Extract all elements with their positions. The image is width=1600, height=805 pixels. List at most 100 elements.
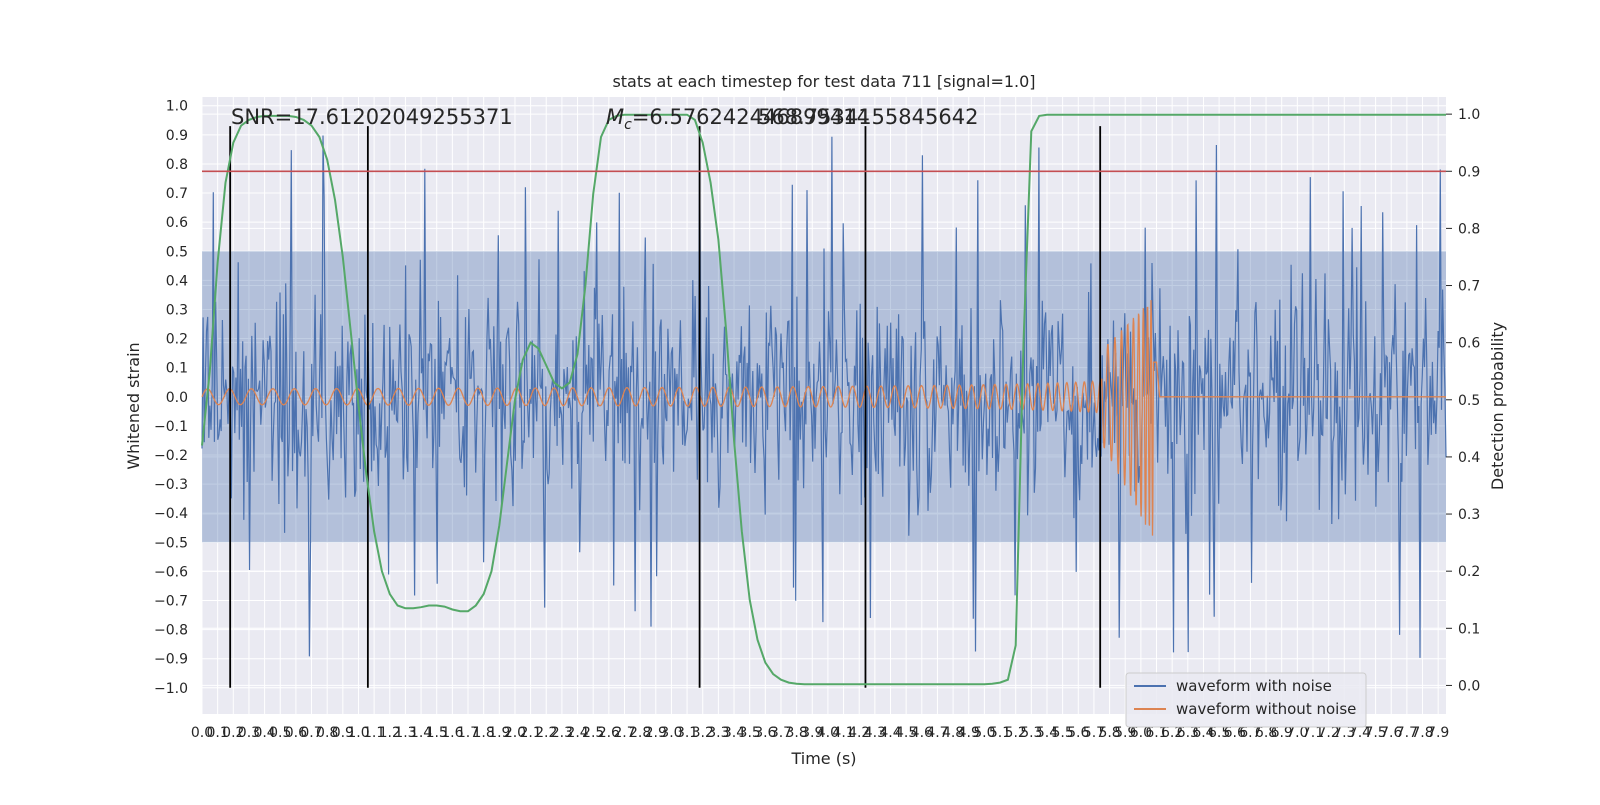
x-tick-label: 5.6 xyxy=(1067,725,1089,741)
x-tick-label: 0.3 xyxy=(238,725,260,741)
x-tick-label: 4.9 xyxy=(958,725,980,741)
x-tick-label: 6.4 xyxy=(1192,725,1214,741)
x-tick-label: 3.2 xyxy=(692,725,714,741)
y-axis-label-right: Detection probability xyxy=(1488,322,1507,490)
x-tick-label: 3.7 xyxy=(770,725,792,741)
y-tick-label-left: 0.0 xyxy=(166,390,188,406)
x-tick-label: 5.2 xyxy=(1005,725,1027,741)
x-tick-label: 2.8 xyxy=(629,725,651,741)
x-tick-label: 3.1 xyxy=(676,725,698,741)
y-tick-label-left: −1.0 xyxy=(154,681,188,697)
legend-label-noise: waveform with noise xyxy=(1176,677,1332,695)
mc-subscript: c xyxy=(624,117,632,133)
x-tick-label: 7.5 xyxy=(1364,725,1386,741)
probability-trace xyxy=(201,113,1446,686)
x-tick-label: 6.8 xyxy=(1255,725,1277,741)
x-tick-label: 0.5 xyxy=(269,725,291,741)
x-tick-label: 4.1 xyxy=(832,725,854,741)
x-tick-label: 1.4 xyxy=(410,725,432,741)
x-tick-label: 6.0 xyxy=(1130,725,1152,741)
x-tick-label: 1.2 xyxy=(379,725,401,741)
y-tick-label-left: 0.3 xyxy=(166,302,188,318)
x-tick-label: 7.7 xyxy=(1396,725,1418,741)
y-tick-label-left: −0.1 xyxy=(154,419,188,435)
x-tick-label: 2.2 xyxy=(535,725,557,741)
chart-title: stats at each timestep for test data 711… xyxy=(612,72,1035,91)
y-tick-label-right: 0.5 xyxy=(1458,393,1480,409)
x-tick-label: 4.8 xyxy=(942,725,964,741)
x-tick-label: 4.6 xyxy=(911,725,933,741)
x-tick-label: 3.3 xyxy=(707,725,729,741)
y-tick-label-right: 1.0 xyxy=(1458,107,1480,123)
y-tick-label-right: 0.7 xyxy=(1458,279,1480,295)
x-tick-label: 1.0 xyxy=(347,725,369,741)
y-tick-label-left: −0.6 xyxy=(154,564,188,580)
y-tick-label-left: 1.0 xyxy=(166,99,188,115)
mc-value: =6.576242446899414 xyxy=(632,105,870,129)
y-tick-label-left: 0.5 xyxy=(166,244,188,260)
legend-label-clean: waveform without noise xyxy=(1176,700,1356,718)
x-tick-label: 5.0 xyxy=(973,725,995,741)
y-axis-label-left: Whitened strain xyxy=(124,342,143,469)
x-tick-label: 0.8 xyxy=(316,725,338,741)
x-tick-label: 1.5 xyxy=(426,725,448,741)
y-tick-label-left: 0.1 xyxy=(166,361,188,377)
y-tick-label-left: −0.9 xyxy=(154,652,188,668)
legend: waveform with noise waveform without noi… xyxy=(1125,672,1367,728)
x-tick-label: 5.7 xyxy=(1083,725,1105,741)
x-tick-label: 1.9 xyxy=(488,725,510,741)
x-tick-label: 7.6 xyxy=(1380,725,1402,741)
y-tick-label-right: 0.1 xyxy=(1458,621,1480,637)
noise-trace xyxy=(201,135,1447,658)
x-tick-label: 4.3 xyxy=(864,725,886,741)
x-tick-label: 2.4 xyxy=(566,725,588,741)
y-tick-label-right: 0.6 xyxy=(1458,336,1480,352)
x-tick-label: 5.4 xyxy=(1036,725,1058,741)
y-tick-label-left: 0.8 xyxy=(166,157,188,173)
x-tick-label: 7.8 xyxy=(1411,725,1433,741)
y-tick-label-left: −0.8 xyxy=(154,623,188,639)
y-tick-label-right: 0.2 xyxy=(1458,564,1480,580)
y-tick-label-left: −0.3 xyxy=(154,477,188,493)
x-tick-label: 6.5 xyxy=(1208,725,1230,741)
x-tick-label: 7.4 xyxy=(1349,725,1371,741)
x-tick-label: 4.4 xyxy=(879,725,901,741)
y-tick-label-right: 0.0 xyxy=(1458,678,1480,694)
x-tick-label: 7.1 xyxy=(1302,725,1324,741)
x-tick-label: 4.7 xyxy=(926,725,948,741)
x-tick-label: 3.6 xyxy=(754,725,776,741)
x-tick-label: 6.6 xyxy=(1224,725,1246,741)
x-tick-label: 2.6 xyxy=(598,725,620,741)
x-tick-label: 0.2 xyxy=(222,725,244,741)
x-tick-label: 6.1 xyxy=(1145,725,1167,741)
y-tick-label-right: 0.9 xyxy=(1458,164,1480,180)
snr-annotation: SNR=17.61202049255371 xyxy=(231,105,513,129)
x-tick-label: 1.1 xyxy=(363,725,385,741)
mc-symbol: M xyxy=(606,105,624,129)
x-tick-label: 1.7 xyxy=(457,725,479,741)
x-tick-label: 7.9 xyxy=(1427,725,1449,741)
x-tick-label: 7.3 xyxy=(1333,725,1355,741)
x-tick-label: 0.1 xyxy=(207,725,229,741)
x-tick-label: 2.7 xyxy=(613,725,635,741)
x-tick-label: 5.9 xyxy=(1114,725,1136,741)
x-tick-label: 6.7 xyxy=(1239,725,1261,741)
x-tick-label: 2.1 xyxy=(519,725,541,741)
x-tick-label: 4.5 xyxy=(895,725,917,741)
y-tick-label-left: 0.4 xyxy=(166,273,188,289)
y-tick-label-left: −0.2 xyxy=(154,448,188,464)
x-tick-label: 6.2 xyxy=(1161,725,1183,741)
x-tick-label: 5.3 xyxy=(1020,725,1042,741)
x-tick-label: 5.8 xyxy=(1098,725,1120,741)
x-tick-label: 6.9 xyxy=(1271,725,1293,741)
x-tick-label: 3.5 xyxy=(739,725,761,741)
x-tick-label: 4.0 xyxy=(817,725,839,741)
x-tick-label: 0.4 xyxy=(253,725,275,741)
y-tick-label-left: 0.6 xyxy=(166,215,188,231)
y-tick-label-left: 0.2 xyxy=(166,332,188,348)
x-tick-label: 0.9 xyxy=(332,725,354,741)
x-tick-label: 0.6 xyxy=(285,725,307,741)
x-tick-label: 2.3 xyxy=(551,725,573,741)
